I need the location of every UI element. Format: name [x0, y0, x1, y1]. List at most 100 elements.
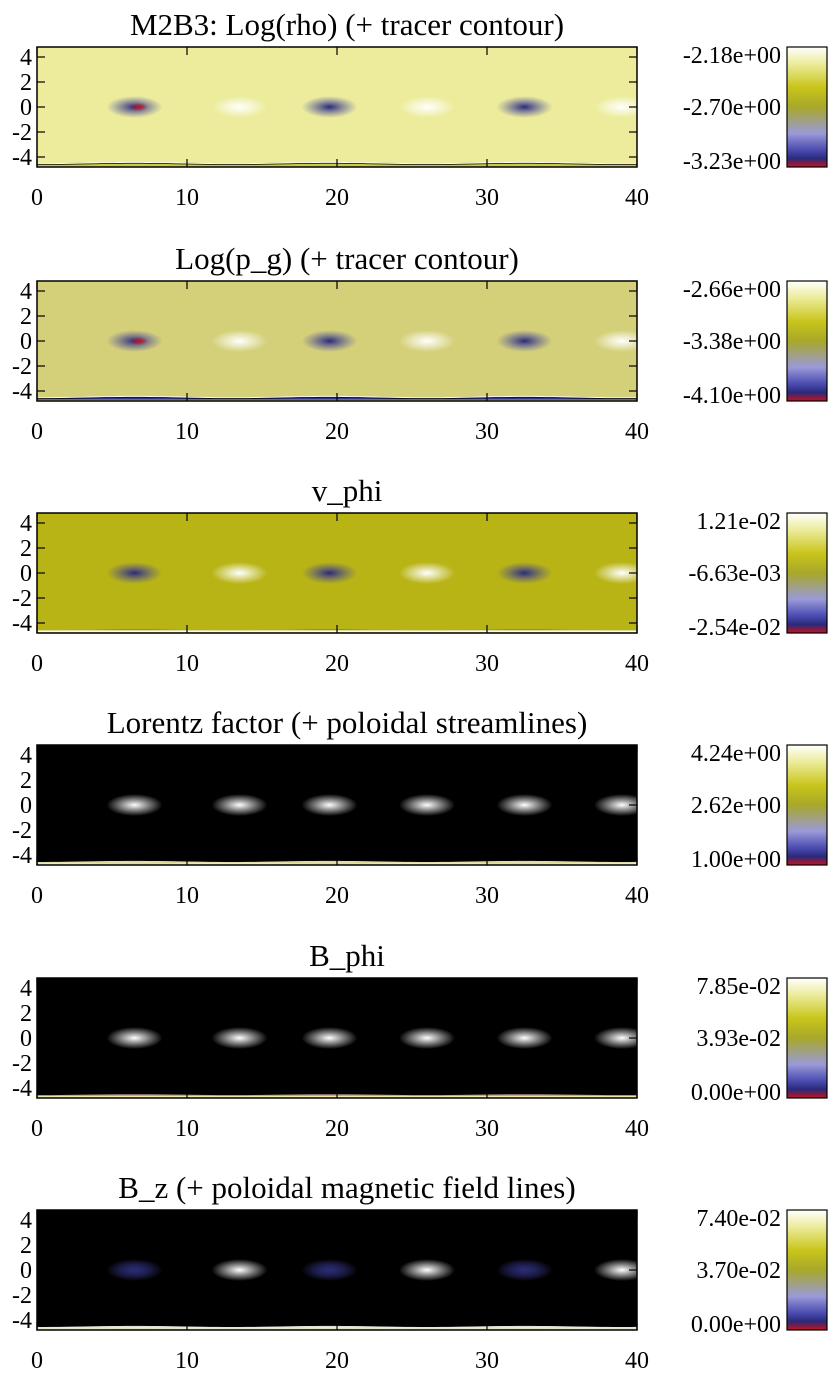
panel-4: Lorentz factor (+ poloidal streamlines) 0…	[12, 705, 828, 909]
y-tick-label: 2	[20, 1233, 32, 1259]
x-tick-label: 10	[175, 1116, 199, 1142]
colorbar-label: -3.23e+00	[683, 149, 781, 175]
y-tick-label: 2	[20, 536, 32, 562]
jet-knot	[106, 1027, 163, 1049]
y-tick-label: 4	[20, 1208, 32, 1234]
colorbar-label: 7.85e-02	[696, 974, 781, 1000]
x-tick-label: 20	[325, 883, 349, 909]
x-tick-label: 10	[175, 883, 199, 909]
jet-knot	[399, 1027, 455, 1049]
jet-knot	[130, 337, 148, 345]
panel-title: B_phi	[309, 938, 385, 973]
jet-knot	[399, 96, 455, 118]
jet-knot	[399, 330, 455, 352]
jet-knot	[301, 1027, 358, 1049]
x-tick-label: 30	[475, 1348, 499, 1374]
jet-knot	[496, 330, 553, 352]
jet-knot	[130, 103, 148, 111]
x-tick-label: 30	[475, 185, 499, 211]
jet-knot	[399, 794, 455, 816]
field-line	[37, 1332, 637, 1333]
jet-knot	[301, 330, 358, 352]
y-tick-label: 2	[20, 768, 32, 794]
jet-knot	[211, 330, 268, 352]
jet-knot	[106, 562, 163, 584]
y-tick-label: 0	[20, 1258, 32, 1284]
jet-knot	[594, 562, 637, 584]
colorbar-label: 3.70e-02	[696, 1258, 781, 1284]
panel-title: B_z (+ poloidal magnetic field lines)	[118, 1170, 575, 1205]
tracer-contour	[37, 404, 637, 405]
jet-knot	[594, 1027, 637, 1049]
jet-knot	[399, 1259, 455, 1281]
y-tick-label: 4	[20, 279, 32, 305]
x-tick-label: 0	[31, 419, 43, 445]
x-tick-label: 10	[175, 419, 199, 445]
colorbar	[786, 280, 828, 402]
jet-knot	[211, 1259, 268, 1281]
colorbar	[786, 46, 828, 168]
colorbar-label: 7.40e-02	[696, 1206, 781, 1232]
panel-title: Log(p_g) (+ tracer contour)	[175, 241, 519, 276]
x-tick-label: 20	[325, 419, 349, 445]
jet-knot	[211, 562, 268, 584]
field-line	[37, 1333, 637, 1334]
jet-knot	[106, 1259, 163, 1281]
y-tick-label: 2	[20, 1001, 32, 1027]
y-tick-label: -2	[12, 586, 32, 612]
x-tick-label: 0	[31, 883, 43, 909]
panel-2: Log(p_g) (+ tracer contour)0 10 20 30 40420-…	[12, 241, 828, 445]
jet-knot	[211, 794, 268, 816]
y-tick-label: 0	[20, 561, 32, 587]
jet-knot	[301, 96, 358, 118]
jet-knot	[211, 96, 268, 118]
x-tick-label: 10	[175, 1348, 199, 1374]
x-tick-label: 10	[175, 651, 199, 677]
jet-knot	[594, 96, 637, 118]
jet-knot	[399, 562, 455, 584]
x-tick-label: 0	[31, 185, 43, 211]
x-tick-label: 10	[175, 185, 199, 211]
y-tick-label: -2	[12, 1283, 32, 1309]
jet-knot	[211, 1027, 268, 1049]
tracer-contour	[37, 404, 637, 405]
x-tick-label: 20	[325, 651, 349, 677]
colorbar-label: -2.18e+00	[683, 43, 781, 69]
x-tick-label: 20	[325, 1348, 349, 1374]
colorbar-label: -2.70e+00	[683, 95, 781, 121]
colorbar-label: 2.62e+00	[691, 793, 781, 819]
y-tick-label: 4	[20, 45, 32, 71]
panel-title: Lorentz factor (+ poloidal streamlines)	[107, 705, 588, 740]
y-tick-label: 4	[20, 976, 32, 1002]
colorbar-label: 0.00e+00	[691, 1080, 781, 1106]
x-tick-label: 40	[625, 1116, 649, 1142]
colorbar-label: -2.66e+00	[683, 277, 781, 303]
x-tick-label: 40	[625, 883, 649, 909]
x-tick-label: 20	[325, 1116, 349, 1142]
x-tick-label: 30	[475, 883, 499, 909]
x-tick-label: 0	[31, 651, 43, 677]
y-tick-label: 2	[20, 304, 32, 330]
jet-knot	[106, 794, 163, 816]
jet-knot	[496, 96, 553, 118]
jet-knot	[594, 330, 637, 352]
colorbar-label: 0.00e+00	[691, 1312, 781, 1338]
tracer-contour	[37, 170, 637, 171]
colorbar-label: 3.93e-02	[696, 1026, 781, 1052]
y-tick-label: 2	[20, 70, 32, 96]
colorbar-label: -2.54e-02	[688, 615, 781, 641]
jet-knot	[301, 794, 358, 816]
panel-1: M2B3: Log(rho) (+ tracer contour)0 10 20 30…	[12, 7, 828, 211]
colorbar-label: 1.21e-02	[696, 509, 781, 535]
x-tick-label: 20	[325, 185, 349, 211]
tracer-contour	[37, 170, 637, 171]
jet-knot	[496, 562, 553, 584]
x-tick-label: 30	[475, 651, 499, 677]
panel-6: B_z (+ poloidal magnetic field lines) 0 10…	[12, 1170, 828, 1374]
field-line	[37, 868, 637, 869]
colorbar-label: -3.38e+00	[683, 329, 781, 355]
colorbar-label: -6.63e-03	[688, 561, 781, 587]
jet-knot	[301, 562, 358, 584]
y-tick-label: 0	[20, 95, 32, 121]
